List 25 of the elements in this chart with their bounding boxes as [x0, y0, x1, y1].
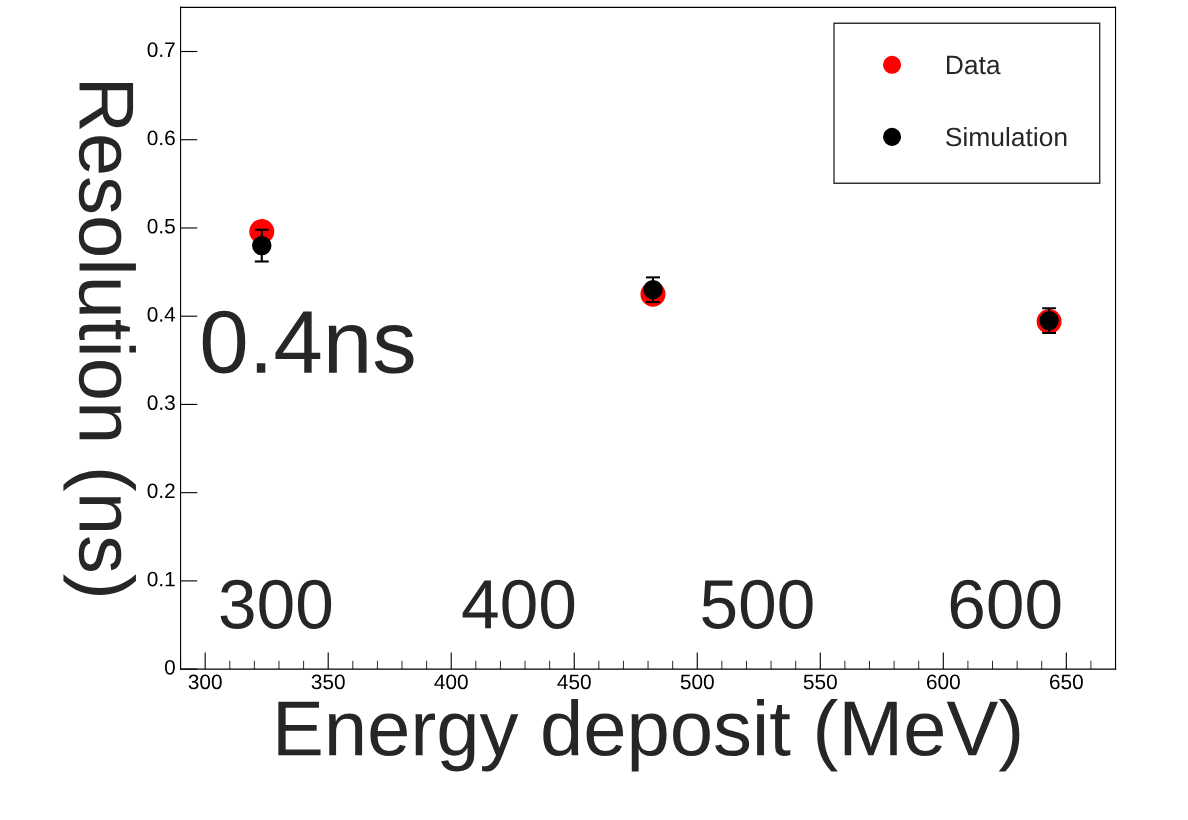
- y-tick-label: 0.1: [147, 571, 175, 587]
- x-tick-label: 450: [557, 674, 591, 690]
- y-tick-label: 0.6: [147, 130, 175, 146]
- y-tick-label: 0.3: [147, 395, 175, 411]
- annotation: 400: [462, 579, 575, 629]
- y-axis-title: Resolution (ns): [63, 83, 136, 595]
- y-tick-label: 0.2: [147, 483, 175, 499]
- y-tick-label: 0.5: [147, 218, 175, 234]
- x-tick-label: 600: [926, 674, 960, 690]
- y-tick-label: 0.7: [147, 42, 175, 58]
- legend-label: Simulation: [946, 126, 1067, 147]
- annotation: 600: [950, 579, 1061, 629]
- x-tick-label: 400: [434, 674, 468, 690]
- annotation: 300: [220, 579, 332, 629]
- x-tick-label: 300: [188, 674, 222, 690]
- x-tick-label: 350: [311, 674, 345, 690]
- x-tick-label: 550: [803, 674, 837, 690]
- y-tick-label: 0: [164, 659, 175, 675]
- legend-label: Data: [946, 55, 1001, 75]
- x-tick-label: 650: [1050, 674, 1083, 690]
- x-tick-label: 500: [680, 674, 714, 690]
- annotation: 0.4ns: [202, 310, 414, 374]
- annotation: 500: [702, 579, 813, 629]
- x-axis-title: Energy deposit (MeV): [278, 698, 1020, 772]
- y-tick-label: 0.4: [147, 307, 176, 322]
